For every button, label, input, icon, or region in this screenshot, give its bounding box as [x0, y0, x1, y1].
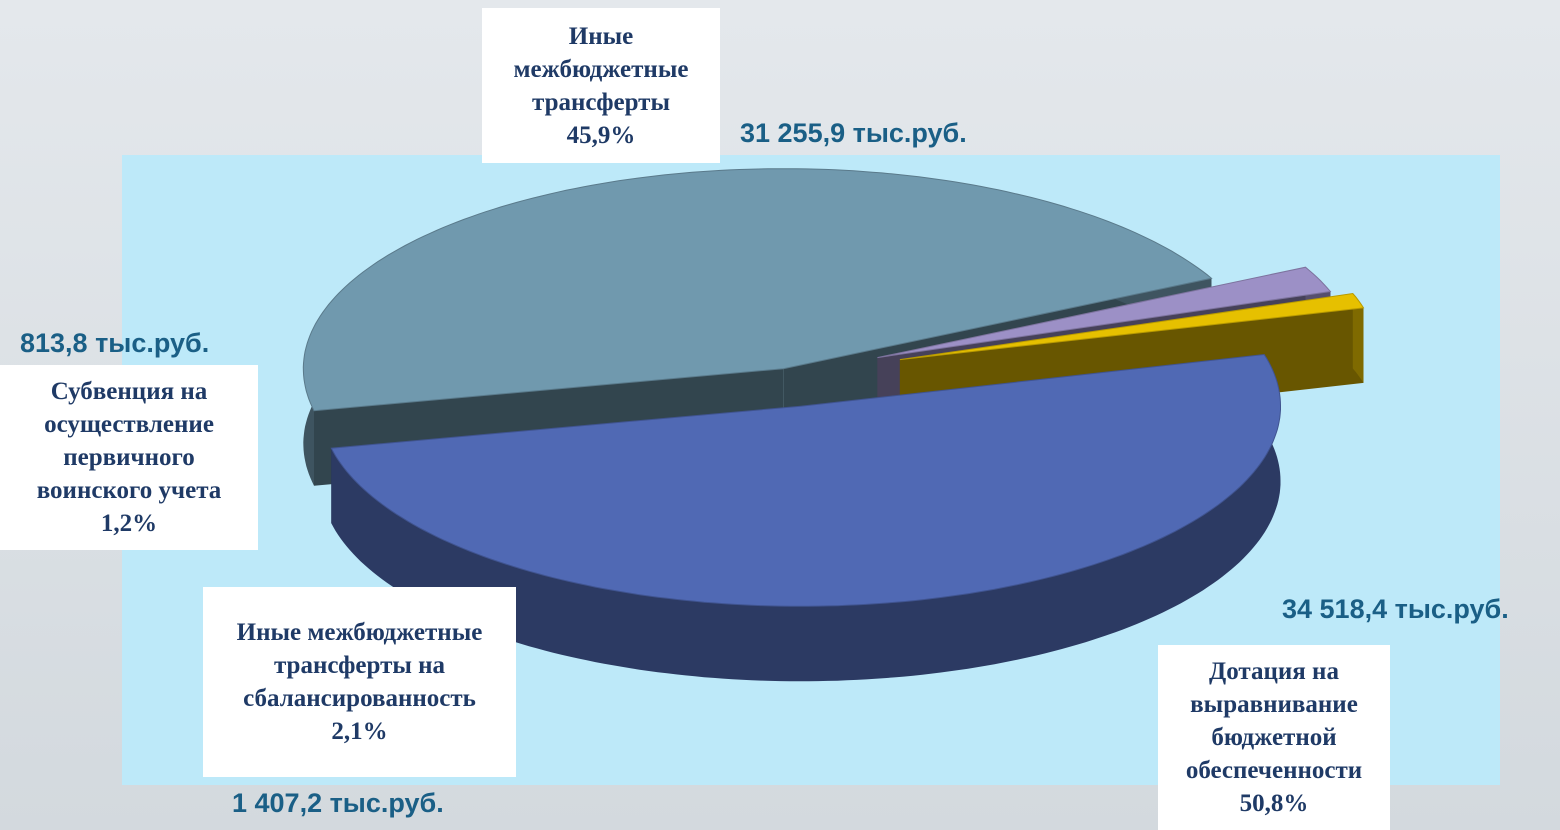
value-label: 50,8%	[1239, 790, 1309, 817]
label-box: Субвенция на осуществление первичного во…	[0, 365, 258, 550]
slice-top	[330, 353, 1281, 607]
slice-side	[1352, 293, 1364, 383]
slice-side	[331, 354, 1281, 682]
amount-label: 1 407,2 тыс.руб.	[232, 788, 444, 818]
amount-label: 31 255,9 тыс.руб.	[740, 118, 967, 148]
amount-label: 813,8 тыс.руб.	[20, 328, 210, 358]
value-label: 2,1%	[331, 718, 388, 745]
label-box: Дотация на выравнивание бюджетной обеспе…	[1158, 645, 1390, 830]
value-label: 1,2%	[100, 510, 158, 537]
slice	[330, 353, 1281, 682]
value-label: 45,9%	[566, 121, 636, 149]
slice-top	[899, 292, 1365, 361]
slice-top	[302, 168, 1213, 412]
category-label: Субвенция на осуществление первичного во…	[36, 378, 222, 504]
amount-label: 34 518,4 тыс.руб.	[1282, 594, 1509, 624]
slice-top	[877, 266, 1332, 359]
category-label: Дотация на выравнивание бюджетной обеспе…	[1185, 658, 1363, 784]
category-label: Иные межбюджетные трансферты	[513, 22, 689, 116]
category-label: Иные межбюджетные трансферты на сбаланси…	[236, 619, 483, 712]
label-box: Иные межбюджетные трансферты на сбаланси…	[203, 587, 516, 777]
label-box: Иные межбюджетные трансферты 45,9%	[482, 8, 720, 163]
